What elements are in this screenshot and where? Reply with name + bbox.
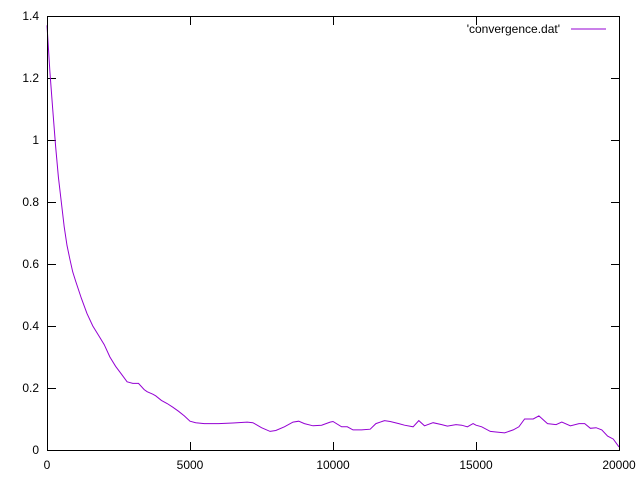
y-tick-label: 1.4 [22,9,39,23]
series-layer [46,25,620,448]
x-tick-label: 10000 [316,458,350,472]
legend-label: 'convergence.dat' [467,22,560,36]
y-tick-label: 0.6 [22,257,39,271]
x-axis-ticks: 0 5000 10000 15000 20000 [44,16,636,472]
legend: 'convergence.dat' [467,22,606,36]
y-tick-label: 1.2 [22,71,39,85]
y-tick-label: 0.8 [22,195,39,209]
x-tick-label: 20000 [602,458,636,472]
x-tick-label: 0 [44,458,51,472]
series-line-convergence [46,25,620,448]
x-tick-label: 5000 [177,458,204,472]
y-tick-label: 0.2 [22,381,39,395]
y-tick-label: 0 [32,443,39,457]
y-tick-label: 0.4 [22,319,39,333]
y-axis-ticks: 0 0.2 0.4 0.6 0.8 1 1.2 1.4 [22,9,620,457]
plot-frame [47,16,620,451]
x-tick-label: 15000 [459,458,493,472]
y-tick-label: 1 [32,133,39,147]
